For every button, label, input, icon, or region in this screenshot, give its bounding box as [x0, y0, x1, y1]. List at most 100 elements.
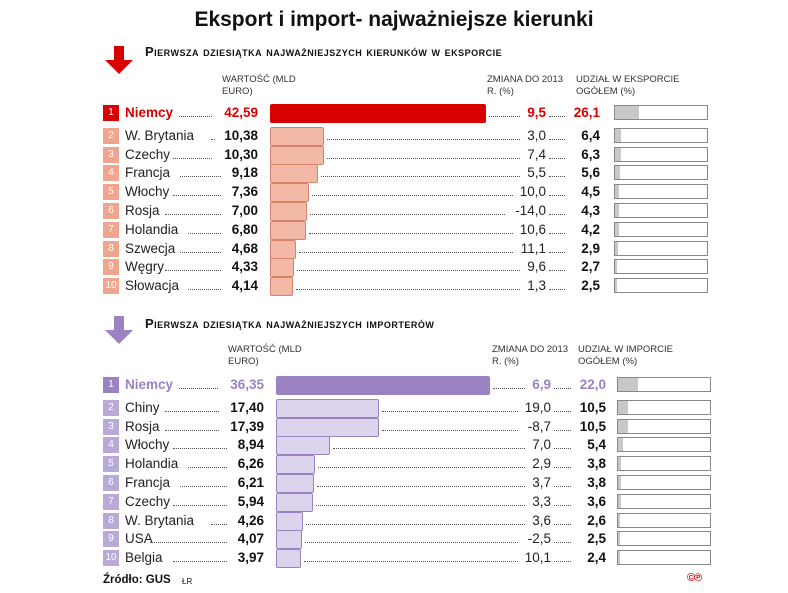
leader-dots: [172, 505, 227, 506]
share-label: 5,6: [581, 165, 600, 180]
export-share-header: Udział w eksporcie ogółem (%): [576, 74, 680, 97]
leader-dots: [187, 233, 221, 234]
bar: [270, 258, 294, 277]
leader-dots: [327, 139, 521, 140]
leader-dots: [304, 542, 518, 543]
country-label: USA: [125, 531, 153, 546]
share-label: 5,4: [587, 437, 606, 452]
country-label: Niemcy: [125, 105, 174, 120]
share-gauge: [614, 241, 708, 256]
leader-dots: [172, 195, 221, 196]
copyright-icon: ©℗: [687, 572, 702, 584]
rank-badge: 7: [103, 222, 119, 238]
share-gauge: [614, 128, 708, 143]
change-label: 2,9: [532, 456, 551, 471]
bar: [270, 127, 325, 146]
rank-badge: 7: [103, 494, 119, 510]
share-gauge-fill: [618, 378, 639, 391]
import-value-header: Wartość (mld euro): [228, 344, 302, 367]
leader-dots: [549, 289, 565, 290]
table-row: 6 Francja 6,21 3,7 3,8: [0, 474, 788, 493]
share-label: 4,3: [581, 203, 600, 218]
leader-dots: [549, 139, 565, 140]
rank-badge: 8: [103, 513, 119, 529]
table-row: 9 USA 4,07 -2,5 2,5: [0, 530, 788, 549]
leader-dots: [210, 139, 215, 140]
rank-badge: 3: [103, 147, 119, 163]
rank-badge: 6: [103, 203, 119, 219]
share-gauge: [614, 105, 708, 120]
country-label: Holandia: [125, 456, 179, 471]
share-gauge: [614, 203, 708, 218]
leader-dots: [178, 116, 213, 117]
share-label: 6,4: [581, 128, 600, 143]
country-label: W. Brytania: [125, 128, 195, 143]
table-row: 2 Chiny 17,40 19,0 10,5: [0, 399, 788, 418]
share-label: 3,6: [587, 494, 606, 509]
share-gauge: [617, 456, 711, 471]
share-gauge-fill: [615, 260, 618, 273]
arrow-down-icon: [105, 46, 133, 74]
share-gauge-fill: [615, 148, 621, 161]
change-label: -14,0: [515, 203, 546, 218]
share-gauge: [614, 259, 708, 274]
share-label: 26,1: [573, 105, 600, 120]
bar: [270, 183, 309, 202]
import-share-header: Udział w imporcie ogółem (%): [578, 344, 674, 367]
leader-dots: [298, 252, 513, 253]
value-label: 5,94: [237, 494, 264, 509]
rank-badge: 2: [103, 400, 119, 416]
bar: [276, 512, 303, 531]
share-gauge: [614, 165, 708, 180]
share-gauge: [614, 184, 708, 199]
value-label: 6,80: [231, 222, 258, 237]
leader-dots: [165, 411, 219, 412]
share-gauge-fill: [615, 185, 620, 198]
rank-badge: 9: [103, 259, 119, 275]
leader-dots: [296, 270, 521, 271]
share-gauge-fill: [618, 420, 628, 433]
export-section-title: Pierwsza dziesiątka najważniejszych kier…: [145, 44, 503, 59]
country-label: Włochy: [125, 184, 170, 199]
leader-dots: [210, 524, 227, 525]
rank-badge: 1: [103, 377, 119, 393]
leader-dots: [554, 411, 571, 412]
leader-dots: [493, 388, 526, 389]
share-label: 2,5: [581, 278, 600, 293]
change-label: 1,3: [527, 278, 546, 293]
bar: [270, 164, 319, 183]
share-gauge-fill: [618, 532, 621, 545]
share-label: 6,3: [581, 147, 600, 162]
leader-dots: [317, 467, 526, 468]
share-gauge: [617, 419, 711, 434]
leader-dots: [554, 524, 571, 525]
value-label: 6,21: [237, 475, 264, 490]
author-credit: ŁR: [182, 577, 193, 586]
share-label: 22,0: [579, 377, 606, 392]
share-label: 10,5: [579, 400, 606, 415]
bar: [276, 418, 380, 437]
change-label: 10,6: [519, 222, 546, 237]
leader-dots: [554, 430, 571, 431]
country-label: Słowacja: [125, 278, 180, 293]
leader-dots: [310, 214, 505, 215]
leader-dots: [554, 542, 571, 543]
rank-badge: 6: [103, 475, 119, 491]
change-label: 10,1: [524, 550, 551, 565]
table-row: 6 Rosja 7,00 -14,0 4,3: [0, 202, 788, 221]
leader-dots: [333, 448, 526, 449]
change-label: 3,0: [527, 128, 546, 143]
bar: [270, 240, 296, 259]
table-row: 4 Francja 9,18 5,5 5,6: [0, 164, 788, 183]
share-gauge-fill: [615, 242, 618, 255]
leader-dots: [172, 448, 227, 449]
rank-badge: 10: [103, 278, 119, 294]
rank-badge: 4: [103, 165, 119, 181]
table-row: 7 Holandia 6,80 10,6 4,2: [0, 221, 788, 240]
page-title: Eksport i import- najważniejsze kierunki: [194, 8, 594, 31]
leader-dots: [165, 214, 221, 215]
table-row: 1 Niemcy 36,35 6,9 22,0: [0, 376, 788, 395]
change-label: 3,3: [532, 494, 551, 509]
leader-dots: [295, 289, 521, 290]
value-label: 36,35: [230, 377, 264, 392]
